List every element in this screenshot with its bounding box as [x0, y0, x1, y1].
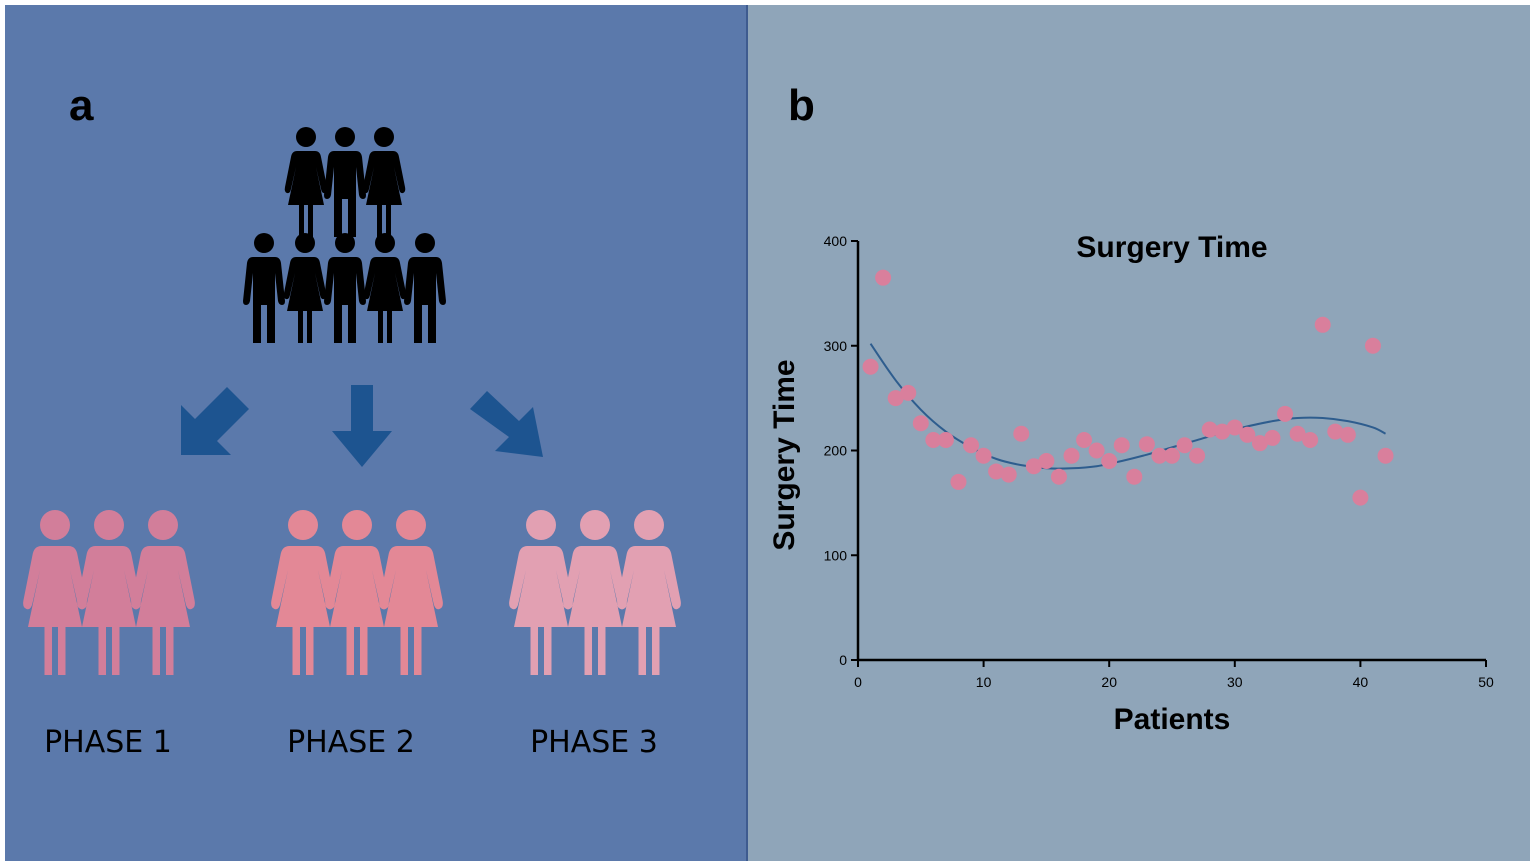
- data-point: [1076, 432, 1093, 449]
- data-point: [1013, 425, 1030, 442]
- data-point: [1214, 423, 1231, 440]
- panel-a-diagram: [23, 127, 681, 675]
- data-point: [1364, 337, 1381, 354]
- data-point: [1352, 489, 1369, 506]
- x-tick-label: 0: [854, 674, 862, 690]
- data-point: [1176, 437, 1193, 454]
- y-tick-label: 0: [839, 652, 847, 668]
- phase-1-group: [23, 510, 195, 675]
- person-male-icon: [324, 233, 366, 343]
- data-point: [912, 415, 929, 432]
- phase-3-group: [509, 510, 681, 675]
- arrow-down-right-icon: [470, 391, 543, 457]
- person-female-icon: [509, 510, 573, 675]
- data-point: [1063, 447, 1080, 464]
- y-tick-label: 100: [824, 547, 848, 563]
- data-point: [1138, 436, 1155, 453]
- arrow-down-left-icon: [181, 387, 249, 455]
- data-point: [1251, 435, 1268, 452]
- data-point: [1289, 425, 1306, 442]
- x-tick-label: 10: [976, 674, 992, 690]
- phase-1-label: PHASE 1: [44, 725, 172, 760]
- phase-3-label: PHASE 3: [530, 725, 658, 760]
- x-tick-label: 30: [1227, 674, 1243, 690]
- data-point: [925, 432, 942, 449]
- data-point: [963, 437, 980, 454]
- data-point: [1101, 452, 1118, 469]
- data-point: [875, 269, 892, 286]
- population-group: [243, 127, 446, 343]
- data-point: [1126, 468, 1143, 485]
- data-point: [1264, 429, 1281, 446]
- x-axis-label: Patients: [1114, 703, 1231, 736]
- data-point: [937, 432, 954, 449]
- data-point: [1151, 447, 1168, 464]
- person-female-icon: [23, 510, 87, 675]
- data-point: [862, 358, 879, 375]
- person-female-icon: [563, 510, 627, 675]
- y-axis-label: Surgery Time: [768, 359, 801, 550]
- panel-a-letter: a: [69, 81, 94, 130]
- data-point: [988, 463, 1005, 480]
- person-female-icon: [283, 233, 327, 343]
- phase-2-group: [271, 510, 443, 675]
- person-female-icon: [131, 510, 195, 675]
- y-tick-label: 400: [824, 233, 848, 249]
- data-point: [900, 384, 917, 401]
- data-point: [1327, 423, 1344, 440]
- x-tick-label: 20: [1101, 674, 1117, 690]
- x-tick-label: 50: [1478, 674, 1494, 690]
- panel-b: b Surgery Time Patients Surgery Time 0 10…: [746, 5, 1530, 861]
- data-point: [1226, 419, 1243, 436]
- person-male-icon: [243, 233, 285, 343]
- data-point: [1000, 466, 1017, 483]
- data-point: [1088, 442, 1105, 459]
- person-female-icon: [284, 127, 328, 237]
- data-point: [1201, 421, 1218, 438]
- y-tick-label: 200: [824, 443, 848, 459]
- arrow-down-icon: [332, 385, 392, 467]
- person-female-icon: [617, 510, 681, 675]
- phase-2-label: PHASE 2: [287, 725, 415, 760]
- x-tick-label: 40: [1353, 674, 1369, 690]
- person-female-icon: [77, 510, 141, 675]
- panel-a: a: [5, 5, 746, 861]
- person-male-icon: [404, 233, 446, 343]
- data-point: [1164, 447, 1180, 464]
- data-point: [1113, 437, 1130, 454]
- y-tick-label: 300: [824, 338, 848, 354]
- data-point: [1239, 426, 1256, 443]
- data-point: [1314, 316, 1331, 333]
- data-point: [950, 473, 967, 490]
- data-point: [1189, 447, 1206, 464]
- data-point: [1025, 458, 1042, 475]
- data-point: [975, 447, 992, 464]
- data-point: [1038, 452, 1055, 469]
- data-point: [1377, 447, 1394, 464]
- person-female-icon: [362, 127, 406, 237]
- chart-title: Surgery Time: [1076, 231, 1267, 264]
- panel-b-letter: b: [788, 81, 815, 130]
- data-point: [1339, 426, 1356, 443]
- surgery-time-chart: Surgery Time Patients Surgery Time 0 10 20…: [768, 231, 1494, 736]
- person-female-icon: [363, 233, 407, 343]
- person-female-icon: [379, 510, 443, 675]
- data-point: [887, 390, 904, 407]
- person-female-icon: [325, 510, 389, 675]
- person-male-icon: [324, 127, 366, 237]
- data-point: [1302, 432, 1319, 449]
- data-point: [1050, 468, 1067, 485]
- person-female-icon: [271, 510, 335, 675]
- fit-curve: [869, 343, 1386, 470]
- data-point: [1277, 405, 1294, 422]
